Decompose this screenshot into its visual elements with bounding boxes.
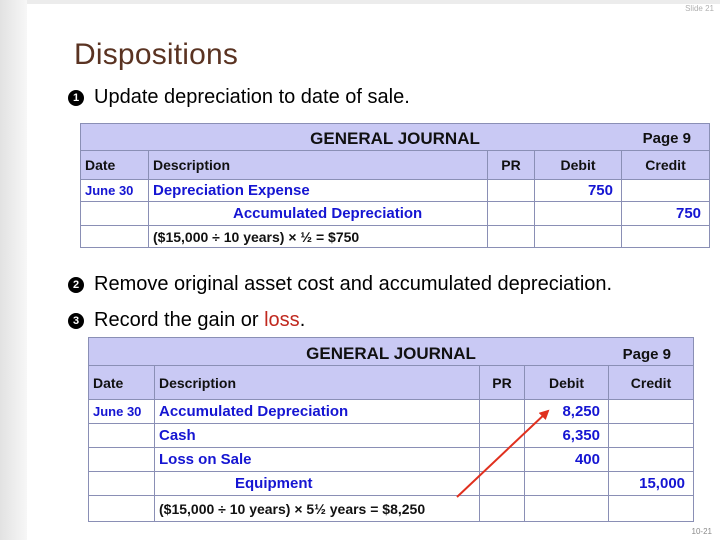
page-number: 10-21 [691,527,712,536]
bullet-text-2: Remove original asset cost and accumulat… [94,273,613,295]
journal-1-page: Page 9 [642,130,692,147]
bullet-text-3: Record the gain or loss. [94,309,305,331]
slide-left-border [0,0,27,540]
entry-debit: 400 [524,447,609,472]
journal-2-title: GENERAL JOURNAL [306,344,476,363]
entry-pr [487,179,535,202]
bullet-3: 3 Record the gain or loss. [68,309,305,332]
slide-top-border [27,0,720,4]
entry-debit [524,471,609,496]
general-journal-2: GENERAL JOURNAL Page 9 Date Description … [87,337,695,522]
empty-cell [479,495,525,522]
entry-pr [479,399,525,424]
entry-date [88,447,155,472]
entry-credit [607,447,695,472]
table-row: Equipment 15,000 [88,471,695,496]
entry-date [88,423,155,448]
entry-credit: 750 [620,201,711,226]
col-header-description: Description [154,365,480,400]
entry-date [88,471,155,496]
col-header-pr: PR [487,150,535,180]
entry-credit [620,179,711,202]
empty-cell [524,495,609,522]
entry-credit [607,399,695,424]
slide-label: Slide 21 [685,4,714,13]
bullet-2: 2 Remove original asset cost and accumula… [68,273,612,296]
empty-cell [88,495,155,522]
bullet-text-1: Update depreciation to date of sale. [94,86,410,108]
slide-title: Dispositions [74,38,239,71]
journal-1-title: GENERAL JOURNAL [310,129,480,148]
loss-highlight: loss [264,309,300,331]
table-row: June 30 Accumulated Depreciation 8,250 [88,399,695,424]
entry-debit: 8,250 [524,399,609,424]
table-row: Cash 6,350 [88,423,695,448]
entry-description: Depreciation Expense [148,179,488,202]
entry-pr [479,423,525,448]
bullet-number-3: 3 [68,313,84,329]
calculation-note: ($15,000 ÷ 10 years) × 5½ years = $8,250 [154,495,480,522]
entry-debit: 6,350 [524,423,609,448]
entry-description: Equipment [154,471,480,496]
empty-cell [534,225,622,248]
empty-cell [487,225,535,248]
table-row: Accumulated Depreciation 750 [80,201,711,226]
empty-cell [607,495,695,522]
entry-debit: 750 [534,179,622,202]
entry-date [80,201,149,226]
table-row: June 30 Depreciation Expense 750 [80,179,711,202]
entry-date: June 30 [88,399,155,424]
col-header-date: Date [88,365,155,400]
entry-date: June 30 [80,179,149,202]
entry-credit: 15,000 [607,471,695,496]
bullet-number-1: 1 [68,90,84,106]
entry-debit [534,201,622,226]
journal-2-title-bar: GENERAL JOURNAL Page 9 [87,337,695,366]
table-row: ($15,000 ÷ 10 years) × ½ = $750 [80,225,711,248]
bullet-number-2: 2 [68,277,84,293]
col-header-debit: Debit [524,365,609,400]
bullet-text-3-start: Record the gain or [94,309,265,331]
empty-cell [620,225,711,248]
col-header-debit: Debit [534,150,622,180]
table-row: ($15,000 ÷ 10 years) × 5½ years = $8,250 [88,495,695,522]
empty-cell [80,225,149,248]
entry-description: Accumulated Depreciation [154,399,480,424]
col-header-credit: Credit [620,150,711,180]
bullet-text-3-end: . [299,309,306,331]
entry-description: Cash [154,423,480,448]
journal-2-page: Page 9 [622,346,672,363]
general-journal-1: GENERAL JOURNAL Page 9 Date Description … [79,123,711,248]
col-header-date: Date [80,150,149,180]
col-header-pr: PR [479,365,525,400]
entry-pr [479,447,525,472]
table-row: Loss on Sale 400 [88,447,695,472]
journal-1-title-bar: GENERAL JOURNAL Page 9 [79,123,711,151]
entry-description: Accumulated Depreciation [148,201,488,226]
calculation-note: ($15,000 ÷ 10 years) × ½ = $750 [148,225,488,248]
entry-pr [479,471,525,496]
bullet-1: 1 Update depreciation to date of sale. [68,86,410,109]
col-header-description: Description [148,150,488,180]
entry-credit [607,423,695,448]
entry-description: Loss on Sale [154,447,480,472]
entry-pr [487,201,535,226]
col-header-credit: Credit [607,365,695,400]
